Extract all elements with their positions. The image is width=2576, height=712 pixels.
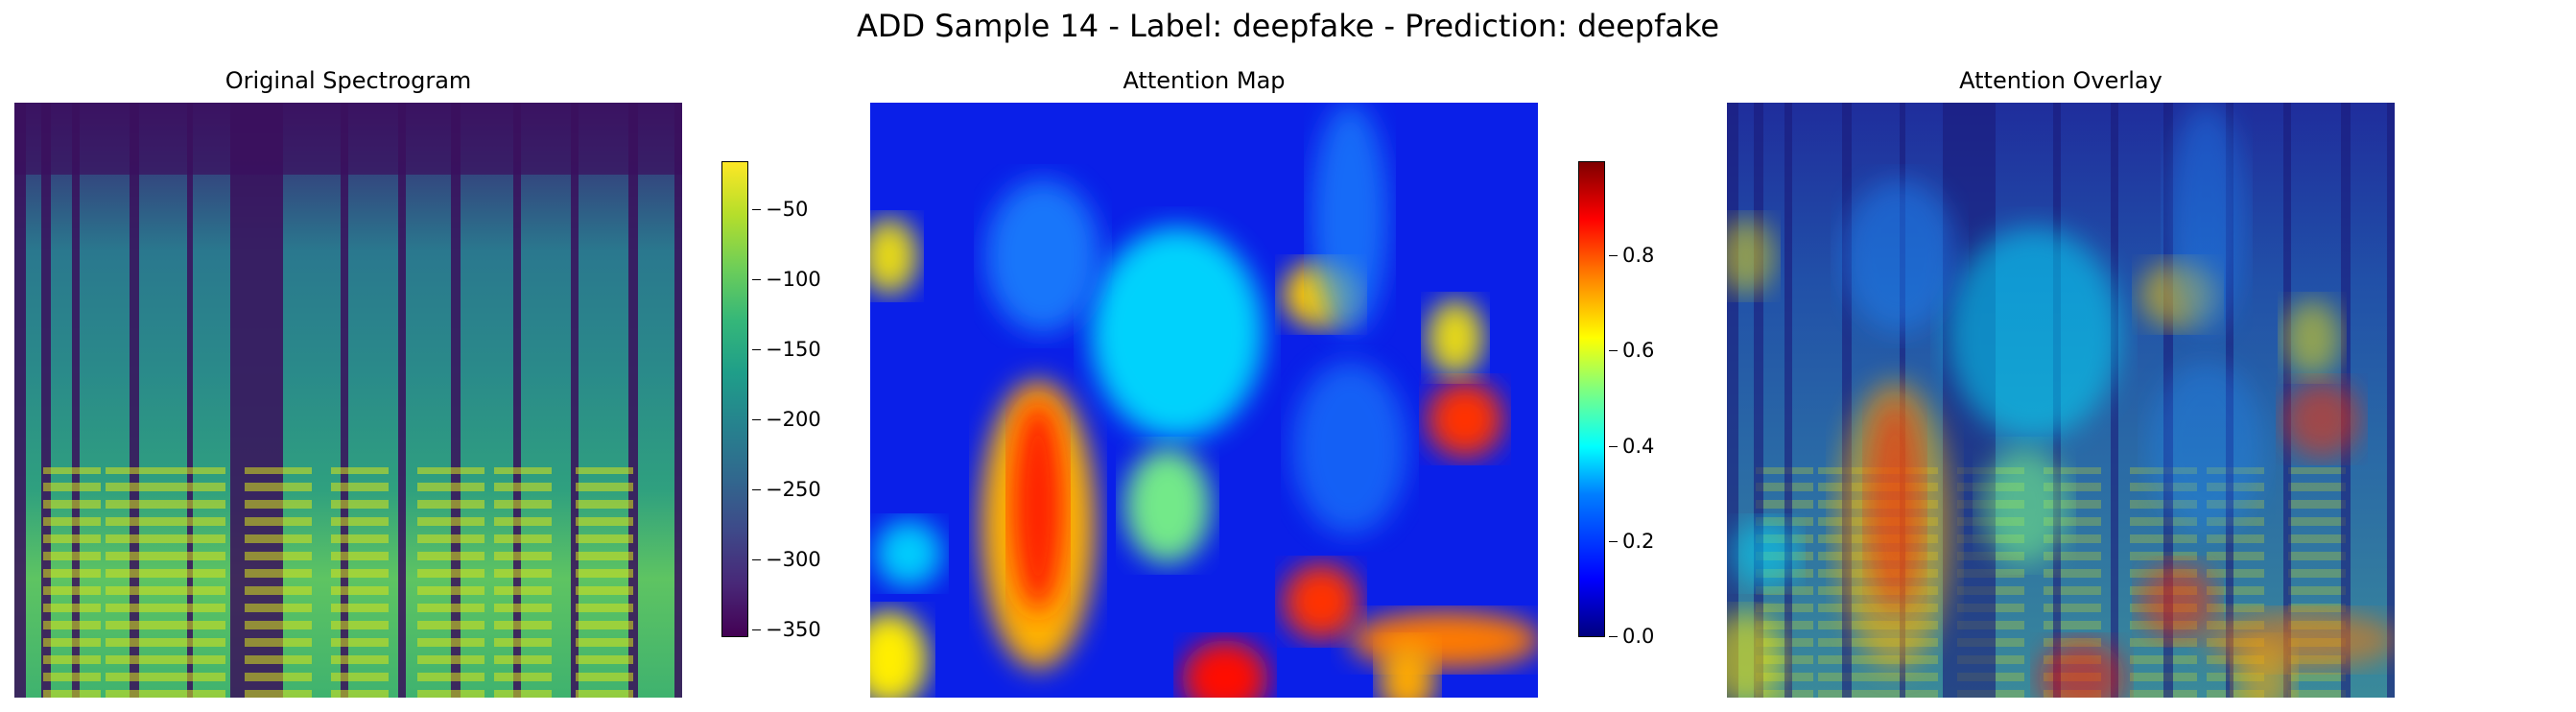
colorbar-tick-label: 0.2	[1608, 529, 1655, 553]
overlay-hotspot	[1732, 520, 1799, 587]
attention-hotspot	[1091, 227, 1264, 439]
overlay-hotspot	[1981, 448, 2068, 563]
overlay-band	[1784, 103, 1792, 698]
attention-hotspot	[870, 218, 918, 295]
attention-hotspot	[1011, 400, 1065, 611]
attention-hotspot	[985, 179, 1100, 333]
colorbar-tick-label: −200	[752, 407, 821, 431]
overlay-band	[1842, 103, 1852, 698]
attention-hotspot	[875, 520, 942, 587]
spectrogram-image	[14, 103, 682, 698]
colorbar-tick-label: 0.6	[1608, 339, 1655, 363]
spectrogram-band	[341, 103, 348, 698]
spectrogram-harmonics	[417, 467, 484, 698]
overlay-band	[1727, 103, 1738, 698]
colorbar-tick-label: −300	[752, 547, 821, 571]
spectrogram-band	[130, 103, 139, 698]
attention-hotspot	[1427, 381, 1503, 458]
overlay-hotspot	[2207, 611, 2395, 669]
colorbar-tick-label: −350	[752, 617, 821, 641]
spectrogram-harmonics	[331, 467, 389, 698]
spectrogram-band	[41, 103, 51, 698]
overlay-hotspot	[2283, 381, 2360, 458]
spectrogram-band	[451, 103, 461, 698]
spectrogram-band	[14, 103, 682, 175]
attention-colorbar	[1578, 161, 1605, 637]
spectrogram-harmonics	[106, 467, 173, 698]
overlay-hotspot	[2168, 103, 2245, 333]
overlay-band	[2283, 103, 2291, 698]
attention-hotspot	[1182, 640, 1268, 698]
overlay-hotspot	[1868, 400, 1922, 611]
spectrogram-band	[187, 103, 193, 698]
spectrogram-harmonics	[43, 467, 101, 698]
attention-overlay-image	[1727, 103, 2395, 698]
spectrogram-colorbar	[721, 161, 748, 637]
colorbar-tick-label: 0.8	[1608, 244, 1655, 268]
overlay-band	[1754, 103, 1763, 698]
overlay-hotspot	[1727, 218, 1775, 295]
overlay-hotspot	[1948, 227, 2120, 439]
panel-title-attention: Attention Map	[1123, 67, 1286, 94]
attention-map-image	[870, 103, 1538, 698]
attention-hotspot	[1292, 362, 1407, 534]
spectrogram-band	[674, 103, 682, 698]
overlay-hotspot	[1842, 179, 1957, 333]
attention-hotspot	[1312, 103, 1388, 333]
attention-hotspot	[1124, 448, 1211, 563]
figure-title: ADD Sample 14 - Label: deepfake - Predic…	[856, 8, 1720, 44]
spectrogram-harmonics	[173, 467, 225, 698]
colorbar-tick-label: 0.4	[1608, 434, 1655, 458]
overlay-hotspot	[2039, 640, 2125, 698]
colorbar-tick-label: −150	[752, 337, 821, 361]
overlay-hotspot	[2139, 563, 2216, 640]
spectrogram-band	[72, 103, 80, 698]
spectrogram-band	[513, 103, 521, 698]
spectrogram-band	[628, 103, 638, 698]
attention-hotspot	[870, 611, 928, 698]
spectrogram-band	[571, 103, 579, 698]
overlay-hotspot	[1727, 611, 1784, 698]
colorbar-tick-label: 0.0	[1608, 625, 1655, 648]
overlay-hotspot	[2235, 640, 2293, 698]
overlay-band	[2111, 103, 2118, 698]
attention-hotspot	[1427, 299, 1484, 376]
spectrogram-band	[14, 103, 26, 698]
spectrogram-harmonics	[245, 467, 312, 698]
overlay-hotspot	[2149, 362, 2264, 534]
colorbar-tick-label: −100	[752, 268, 821, 291]
overlay-band	[2387, 103, 2395, 698]
overlay-hotspot	[2283, 299, 2341, 376]
panel-title-spectrogram: Original Spectrogram	[225, 67, 472, 94]
attention-hotspot	[1379, 640, 1436, 698]
spectrogram-harmonics	[494, 467, 552, 698]
colorbar-tick-label: −250	[752, 477, 821, 501]
panel-title-overlay: Attention Overlay	[1959, 67, 2162, 94]
colorbar-tick-label: −50	[751, 198, 809, 222]
spectrogram-band	[398, 103, 406, 698]
attention-hotspot	[1350, 611, 1538, 669]
spectrogram-harmonics	[576, 467, 633, 698]
attention-hotspot	[1283, 563, 1359, 640]
